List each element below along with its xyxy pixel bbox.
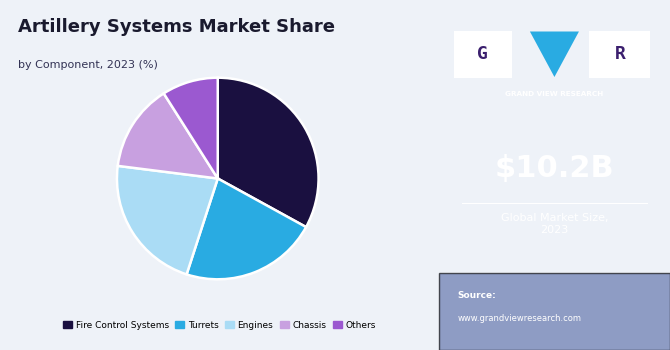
Polygon shape	[530, 32, 579, 77]
Wedge shape	[163, 78, 218, 178]
Text: GRAND VIEW RESEARCH: GRAND VIEW RESEARCH	[505, 91, 604, 97]
Text: by Component, 2023 (%): by Component, 2023 (%)	[17, 60, 157, 70]
FancyBboxPatch shape	[454, 31, 511, 78]
FancyBboxPatch shape	[439, 273, 670, 350]
Text: G: G	[478, 45, 488, 63]
Text: Artillery Systems Market Share: Artillery Systems Market Share	[17, 18, 334, 35]
Text: Global Market Size,
2023: Global Market Size, 2023	[500, 213, 608, 235]
Text: R: R	[614, 45, 625, 63]
Wedge shape	[117, 166, 218, 274]
Text: www.grandviewresearch.com: www.grandviewresearch.com	[458, 314, 582, 323]
Wedge shape	[187, 178, 306, 279]
Wedge shape	[118, 93, 218, 178]
Text: Source:: Source:	[458, 291, 496, 300]
FancyBboxPatch shape	[589, 31, 651, 78]
Legend: Fire Control Systems, Turrets, Engines, Chassis, Others: Fire Control Systems, Turrets, Engines, …	[63, 321, 376, 330]
Text: $10.2B: $10.2B	[494, 154, 614, 182]
Wedge shape	[218, 78, 318, 227]
